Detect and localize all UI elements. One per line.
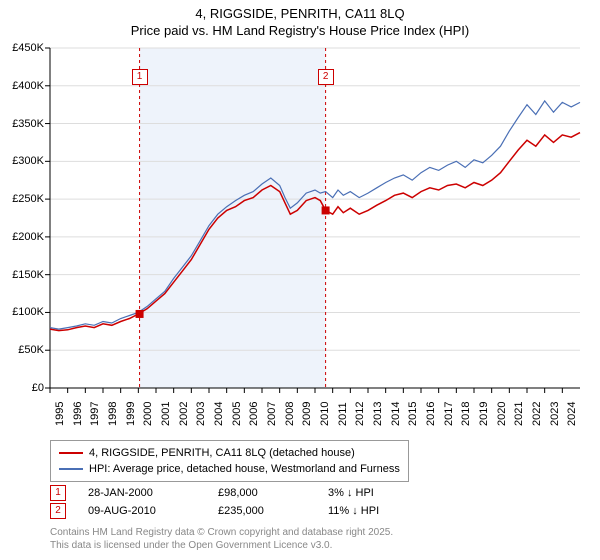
x-tick-label: 1999 bbox=[125, 402, 137, 426]
x-tick-label: 2014 bbox=[390, 402, 402, 426]
attribution-line2: This data is licensed under the Open Gov… bbox=[50, 539, 393, 552]
x-tick-label: 2013 bbox=[372, 402, 384, 426]
chart-svg bbox=[50, 48, 580, 388]
y-tick-label: £450K bbox=[0, 42, 44, 54]
y-tick-label: £100K bbox=[0, 306, 44, 318]
x-axis-labels: 1995 1996 1997 1998 1999 2000 2001 2002 2003 2004… bbox=[50, 392, 580, 442]
x-tick-label: 2017 bbox=[443, 402, 455, 426]
x-tick-label: 2009 bbox=[301, 402, 313, 426]
title-block: 4, RIGGSIDE, PENRITH, CA11 8LQ Price pai… bbox=[0, 0, 600, 38]
data-point-pct: 11% ↓ HPI bbox=[328, 502, 448, 520]
x-tick-label: 2002 bbox=[178, 402, 190, 426]
data-point-date: 28-JAN-2000 bbox=[88, 484, 218, 502]
marker-badge-2: 2 bbox=[318, 69, 334, 85]
x-tick-label: 2022 bbox=[531, 402, 543, 426]
legend-row: 4, RIGGSIDE, PENRITH, CA11 8LQ (detached… bbox=[59, 445, 400, 461]
x-tick-label: 2004 bbox=[213, 402, 225, 426]
legend-swatch bbox=[59, 468, 83, 470]
legend-swatch bbox=[59, 452, 83, 454]
y-tick-label: £50K bbox=[0, 344, 44, 356]
data-point-row: 2 09-AUG-2010£235,00011% ↓ HPI bbox=[50, 502, 448, 520]
x-tick-label: 2012 bbox=[354, 402, 366, 426]
x-tick-label: 1998 bbox=[107, 402, 119, 426]
legend: 4, RIGGSIDE, PENRITH, CA11 8LQ (detached… bbox=[50, 440, 409, 482]
y-tick-label: £400K bbox=[0, 80, 44, 92]
data-point-row: 1 28-JAN-2000£98,0003% ↓ HPI bbox=[50, 484, 448, 502]
title-main: 4, RIGGSIDE, PENRITH, CA11 8LQ bbox=[0, 6, 600, 21]
attribution-line1: Contains HM Land Registry data © Crown c… bbox=[50, 526, 393, 539]
x-tick-label: 2003 bbox=[195, 402, 207, 426]
legend-label: HPI: Average price, detached house, West… bbox=[89, 461, 400, 477]
x-tick-label: 2018 bbox=[460, 402, 472, 426]
x-tick-label: 2005 bbox=[231, 402, 243, 426]
y-tick-label: £300K bbox=[0, 155, 44, 167]
x-tick-label: 2021 bbox=[513, 402, 525, 426]
legend-label: 4, RIGGSIDE, PENRITH, CA11 8LQ (detached… bbox=[89, 445, 355, 461]
x-tick-label: 2000 bbox=[142, 402, 154, 426]
legend-row: HPI: Average price, detached house, West… bbox=[59, 461, 400, 477]
x-tick-label: 2019 bbox=[478, 402, 490, 426]
data-point-badge: 2 bbox=[50, 503, 66, 519]
y-tick-label: £350K bbox=[0, 118, 44, 130]
x-tick-label: 1995 bbox=[54, 402, 66, 426]
x-tick-label: 1997 bbox=[89, 402, 101, 426]
x-tick-label: 2006 bbox=[248, 402, 260, 426]
x-tick-label: 1996 bbox=[72, 402, 84, 426]
x-tick-label: 2001 bbox=[160, 402, 172, 426]
data-point-pct: 3% ↓ HPI bbox=[328, 484, 448, 502]
x-tick-label: 2008 bbox=[284, 402, 296, 426]
marker-badge-1: 1 bbox=[132, 69, 148, 85]
data-point-badge: 1 bbox=[50, 485, 66, 501]
x-tick-label: 2020 bbox=[496, 402, 508, 426]
chart-container: 4, RIGGSIDE, PENRITH, CA11 8LQ Price pai… bbox=[0, 0, 600, 560]
title-sub: Price paid vs. HM Land Registry's House … bbox=[0, 23, 600, 38]
x-tick-label: 2023 bbox=[549, 402, 561, 426]
x-tick-label: 2011 bbox=[337, 402, 349, 426]
y-axis-labels: £0£50K£100K£150K£200K£250K£300K£350K£400… bbox=[0, 48, 48, 388]
chart-area: 12 bbox=[50, 48, 580, 388]
y-tick-label: £150K bbox=[0, 269, 44, 281]
y-tick-label: £200K bbox=[0, 231, 44, 243]
x-tick-label: 2024 bbox=[566, 402, 578, 426]
data-point-price: £98,000 bbox=[218, 484, 328, 502]
y-tick-label: £0 bbox=[0, 382, 44, 394]
y-tick-label: £250K bbox=[0, 193, 44, 205]
x-tick-label: 2010 bbox=[319, 402, 331, 426]
x-tick-label: 2015 bbox=[407, 402, 419, 426]
data-point-date: 09-AUG-2010 bbox=[88, 502, 218, 520]
x-tick-label: 2016 bbox=[425, 402, 437, 426]
x-tick-label: 2007 bbox=[266, 402, 278, 426]
data-points-table: 1 28-JAN-2000£98,0003% ↓ HPI 2 09-AUG-2010£… bbox=[50, 484, 448, 520]
data-point-price: £235,000 bbox=[218, 502, 328, 520]
attribution: Contains HM Land Registry data © Crown c… bbox=[50, 526, 393, 552]
